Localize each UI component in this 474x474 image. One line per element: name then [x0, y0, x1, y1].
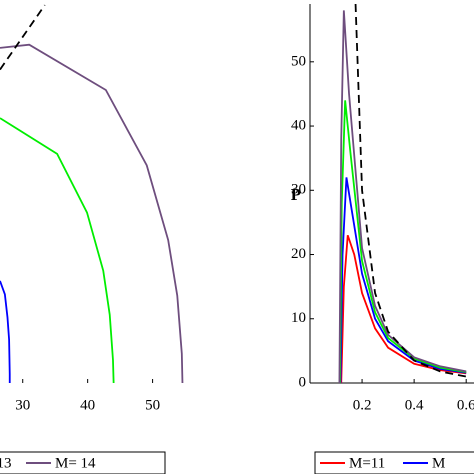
legend-label: M= 13 — [0, 455, 12, 471]
legend-label: M= 14 — [55, 455, 96, 471]
y-tick-label: 0 — [299, 374, 307, 390]
curve — [0, 280, 11, 383]
legend-box — [0, 451, 166, 474]
x-tick-label: 30 — [15, 397, 30, 413]
curve — [338, 10, 467, 384]
x-tick-label: 40 — [80, 397, 95, 413]
y-axis-label: P — [291, 185, 301, 204]
curve — [0, 4, 46, 71]
curve — [0, 43, 184, 384]
curve — [0, 117, 115, 384]
y-tick-label: 30 — [291, 182, 306, 198]
curve — [339, 177, 467, 384]
legend-box — [314, 451, 474, 474]
legend-label: M — [432, 455, 445, 471]
y-tick-label: 40 — [291, 117, 306, 133]
curve — [354, 3, 467, 378]
left-chart: 30 40 50 M= 13 M= 14 — [0, 4, 184, 474]
x-tick-label: 0.6 — [457, 397, 474, 413]
legend-label: M=11 — [349, 455, 385, 471]
x-tick-label: 0.4 — [405, 397, 424, 413]
y-tick-label: 10 — [291, 310, 306, 326]
y-tick-label: 50 — [291, 53, 306, 69]
x-tick-label: 0.2 — [353, 397, 372, 413]
x-tick-label: 50 — [145, 397, 160, 413]
y-tick-label: 20 — [291, 246, 306, 262]
curve — [339, 100, 467, 384]
right-chart: 0 10 20 30 40 50 0.2 0.4 0.6 P M=11 M — [291, 3, 474, 474]
